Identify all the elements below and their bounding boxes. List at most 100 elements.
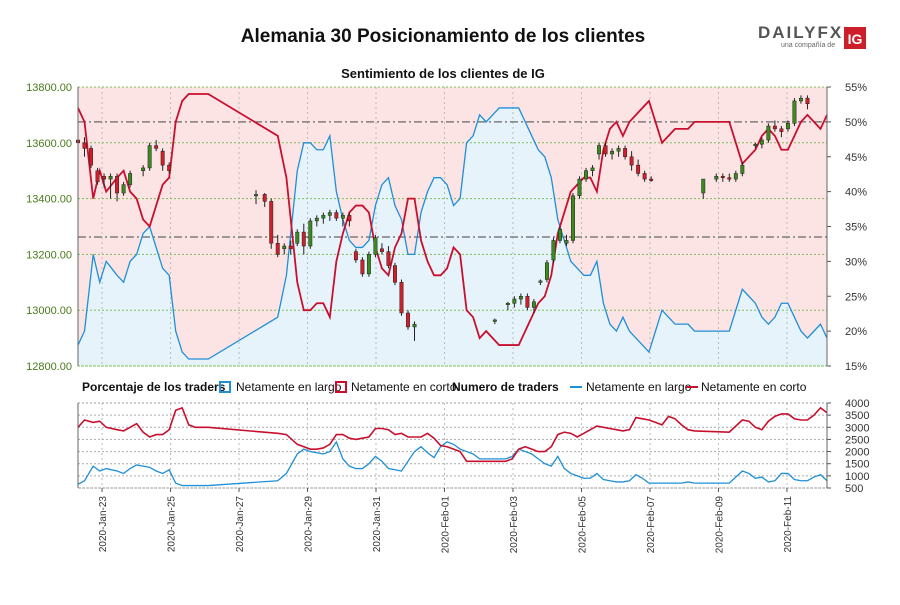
- candle-body: [649, 178, 654, 181]
- candle-body: [321, 215, 326, 219]
- y-tick-label: 13600.00: [26, 138, 72, 150]
- x-tick-label: 2020-Feb-03: [509, 496, 520, 554]
- candle-body: [558, 229, 562, 241]
- candle-body: [779, 128, 784, 132]
- candle-body: [772, 125, 777, 130]
- candle-body: [327, 212, 332, 216]
- candle-body: [95, 170, 100, 183]
- candle-body: [108, 176, 113, 180]
- candle-body: [373, 237, 378, 255]
- brand-badge: [844, 27, 866, 49]
- brand-logo: DAILYFX una compañía de IG: [758, 23, 866, 49]
- candle-body: [727, 177, 732, 180]
- candle-body: [740, 164, 745, 174]
- short-pct-line: [77, 93, 828, 346]
- candle-body: [753, 143, 758, 146]
- y-tick-label: 12800.00: [26, 361, 72, 373]
- candle-body: [288, 245, 293, 250]
- candle-body: [525, 296, 530, 308]
- candle-body: [629, 156, 634, 166]
- legend-num-label: Numero de traders: [452, 380, 559, 394]
- y2-tick-label-bottom: 3000: [845, 422, 869, 434]
- candle-body: [275, 242, 280, 255]
- x-tick-label: 2020-Feb-09: [714, 496, 725, 554]
- legend-pct-short: Netamente en corto: [351, 380, 457, 394]
- x-tick-label: 2020-Jan-31: [372, 496, 383, 553]
- candle-body: [393, 265, 397, 283]
- candle-body: [353, 251, 358, 261]
- legend: Porcentaje de los traders Netamente en l…: [82, 380, 807, 394]
- candle-body: [262, 194, 267, 202]
- candle-body: [616, 148, 621, 152]
- y2-tick-label: 15%: [845, 361, 867, 373]
- x-tick-label: 2020-Feb-11: [783, 496, 794, 553]
- short-count-line: [77, 406, 828, 463]
- y2-tick-label-bottom: 500: [845, 483, 863, 495]
- candle-body: [314, 217, 319, 222]
- long-pct-line: [77, 107, 828, 360]
- x-tick-label: 2020-Feb-05: [577, 496, 588, 554]
- brand-badge-text: IG: [848, 31, 863, 47]
- y2-tick-label-bottom: 1500: [845, 459, 869, 471]
- y2-tick-label: 35%: [845, 222, 867, 234]
- candle-body: [269, 201, 274, 244]
- legend-pct-long-swatch: [219, 381, 231, 393]
- candle-body: [340, 215, 345, 219]
- candle-body: [642, 173, 647, 180]
- candle-body: [798, 97, 803, 102]
- y2-tick-label: 40%: [845, 187, 867, 199]
- candle-body: [360, 259, 365, 275]
- candle-body: [128, 173, 133, 185]
- candle-body: [154, 145, 159, 149]
- candle-body: [379, 248, 384, 252]
- candle-body: [785, 123, 790, 130]
- candle-body: [603, 145, 608, 155]
- candle-body: [160, 150, 165, 166]
- legend-pct-label: Porcentaje de los traders: [82, 380, 226, 394]
- candle-body: [636, 164, 641, 174]
- candle-body: [141, 167, 146, 171]
- candle-body: [571, 195, 575, 241]
- legend-pct-long: Netamente en largo: [236, 380, 342, 394]
- candle-body: [147, 145, 152, 169]
- candle-body: [597, 145, 601, 155]
- candle-body: [714, 176, 719, 180]
- candle-body: [295, 231, 300, 244]
- candle-body: [334, 212, 339, 219]
- x-tick-label: 2020-Feb-01: [441, 496, 452, 554]
- x-tick-label: 2020-Jan-27: [235, 496, 246, 553]
- candle-body: [590, 167, 595, 171]
- x-tick-label: 2020-Jan-23: [98, 496, 109, 553]
- y-tick-label: 13000.00: [26, 305, 72, 317]
- long-count-line: [77, 440, 828, 487]
- candle-body: [584, 170, 588, 180]
- candle-body: [518, 296, 523, 300]
- legend-num-long: Netamente en largo: [586, 380, 692, 394]
- candle-body: [282, 245, 287, 250]
- candle-body: [89, 148, 93, 166]
- candle-body: [386, 251, 391, 266]
- candle-body: [759, 139, 764, 145]
- candle-body: [82, 142, 87, 149]
- candle-body: [720, 176, 725, 179]
- candle-body: [610, 150, 615, 155]
- bottom-frame: [77, 402, 828, 489]
- x-axis: 2020-Jan-23 2020-Jan-25 2020-Jan-27 2020-Ja…: [98, 488, 794, 553]
- y-tick-label: 13800.00: [26, 82, 72, 94]
- candle-body: [805, 97, 810, 104]
- candle-body: [412, 323, 417, 328]
- y2-tick-label-bottom: 1000: [845, 471, 869, 483]
- x-tick-label: 2020-Feb-07: [646, 496, 657, 554]
- candle-body: [505, 302, 510, 305]
- sentiment-chart: 13800.00 13600.00 13400.00 13200.00 13000.00…: [26, 82, 867, 373]
- candle-body: [115, 176, 120, 194]
- y2-tick-label: 45%: [845, 152, 867, 164]
- y2-tick-label-bottom: 2000: [845, 447, 869, 459]
- legend-pct-short-swatch: [335, 381, 347, 393]
- candle-body: [701, 178, 706, 194]
- candle-body: [766, 125, 771, 141]
- candle-body: [577, 178, 582, 197]
